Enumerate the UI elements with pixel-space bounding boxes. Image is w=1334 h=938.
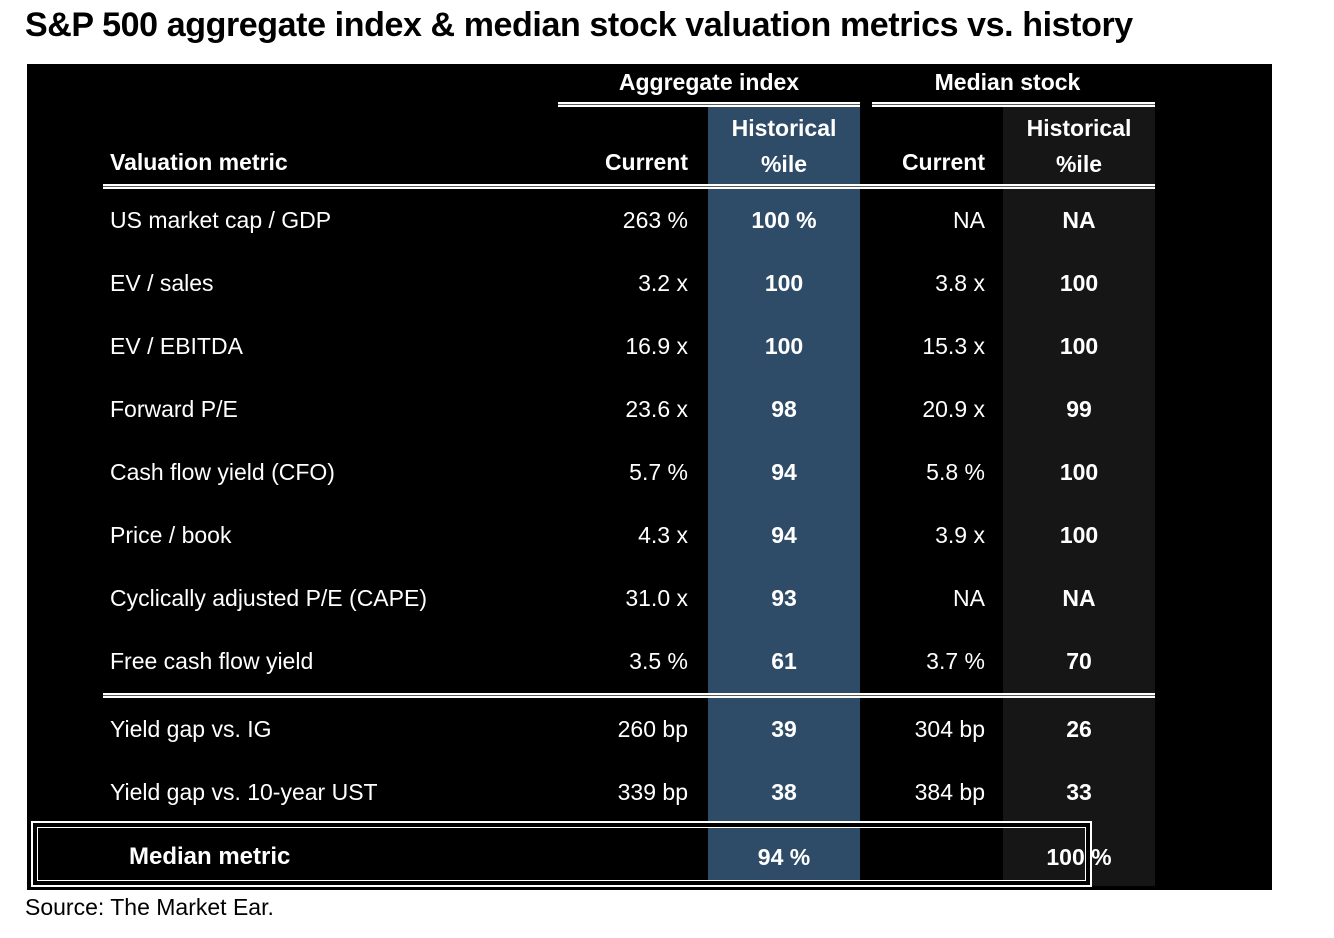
pctile-label: %ile [1055, 151, 1103, 177]
column-header-row: Valuation metric Current Historical %ile… [103, 107, 1155, 184]
table-row: Forward P/E 23.6 x 98 20.9 x 99 [103, 378, 1155, 441]
aggregate-current-cell: 23.6 x [625, 396, 688, 422]
metric-cell: Cyclically adjusted P/E (CAPE) [110, 585, 427, 611]
valuation-table: Aggregate index Median stock Valuation m… [27, 64, 1272, 890]
median-pctile-cell: 100 [1059, 522, 1099, 548]
aggregate-pctile-cell: 98 [771, 396, 797, 422]
group-header-aggregate-index: Aggregate index [558, 64, 860, 107]
table-row: Yield gap vs. 10-year UST 339 bp 38 384 bp 3… [103, 761, 1155, 824]
aggregate-current-cell: 16.9 x [625, 333, 688, 359]
median-pctile-cell: 100 [1059, 459, 1099, 485]
summary-row-median-metric: Median metric 94 % 100 % [103, 824, 1155, 890]
summary-median-pctile-cell: 100 % [1046, 843, 1112, 870]
table-content: Aggregate index Median stock Valuation m… [103, 64, 1155, 890]
median-current-cell: 20.9 x [922, 396, 985, 422]
group-header-row: Aggregate index Median stock [103, 64, 1155, 107]
aggregate-current-cell: 3.2 x [638, 270, 688, 296]
median-current-cell: NA [953, 207, 985, 233]
median-current-cell: 304 bp [914, 716, 985, 742]
metric-cell: EV / sales [110, 270, 214, 296]
source-note: Source: The Market Ear. [25, 894, 274, 920]
aggregate-current-cell: 4.3 x [638, 522, 688, 548]
historical-label: Historical [731, 115, 837, 141]
median-pctile-cell: 100 [1059, 270, 1099, 296]
summary-aggregate-pctile-cell: 94 % [757, 843, 811, 870]
aggregate-pctile-cell: 38 [771, 779, 797, 805]
metric-cell: Yield gap vs. IG [110, 716, 272, 742]
column-header-aggregate-historical-pctile: Historical %ile [708, 110, 860, 184]
table-row: Yield gap vs. IG 260 bp 39 304 bp 26 [103, 698, 1155, 761]
group-header-median-stock-label: Median stock [934, 69, 1081, 95]
aggregate-pctile-cell: 61 [771, 648, 797, 674]
group-header-spacer [103, 64, 558, 107]
median-group-underline [872, 102, 1155, 107]
table-row: Cash flow yield (CFO) 5.7 % 94 5.8 % 100 [103, 441, 1155, 504]
aggregate-current-cell: 31.0 x [625, 585, 688, 611]
aggregate-group-underline [558, 102, 860, 107]
median-current-cell: 5.8 % [926, 459, 985, 485]
aggregate-current-cell: 260 bp [617, 716, 688, 742]
median-pctile-column-highlight [1003, 107, 1155, 886]
median-pctile-cell: 99 [1066, 396, 1092, 422]
metric-cell: Free cash flow yield [110, 648, 314, 674]
table-row: Price / book 4.3 x 94 3.9 x 100 [103, 504, 1155, 567]
metric-cell: EV / EBITDA [110, 333, 243, 359]
column-header-median-historical-pctile: Historical %ile [1003, 110, 1155, 184]
section-separator-line [103, 693, 1155, 698]
group-header-aggregate-index-label: Aggregate index [618, 69, 800, 95]
median-current-cell: 15.3 x [922, 333, 985, 359]
median-current-cell: NA [953, 585, 985, 611]
median-current-cell: 3.8 x [935, 270, 985, 296]
column-header-aggregate-current: Current [604, 149, 688, 175]
aggregate-pctile-column-highlight [708, 107, 860, 886]
aggregate-current-cell: 263 % [622, 207, 688, 233]
aggregate-pctile-cell: 100 [764, 333, 804, 359]
median-pctile-cell: NA [1062, 207, 1096, 233]
table-row: Cyclically adjusted P/E (CAPE) 31.0 x 93 NA… [103, 567, 1155, 630]
table-row: Free cash flow yield 3.5 % 61 3.7 % 70 [103, 630, 1155, 693]
median-current-cell: 3.7 % [926, 648, 985, 674]
aggregate-current-cell: 339 bp [617, 779, 688, 805]
column-gap [985, 176, 1003, 184]
median-current-cell: 384 bp [914, 779, 985, 805]
median-pctile-cell: 70 [1066, 648, 1092, 674]
table-row: EV / EBITDA 16.9 x 100 15.3 x 100 [103, 315, 1155, 378]
aggregate-current-cell: 5.7 % [629, 459, 688, 485]
metric-cell: Yield gap vs. 10-year UST [110, 779, 378, 805]
median-current-cell: 3.9 x [935, 522, 985, 548]
page-title: S&P 500 aggregate index & median stock v… [25, 6, 1133, 44]
aggregate-pctile-cell: 93 [771, 585, 797, 611]
historical-label: Historical [1026, 115, 1132, 141]
metric-cell: US market cap / GDP [110, 207, 332, 233]
metric-cell: Price / book [110, 522, 232, 548]
aggregate-pctile-cell: 94 [771, 522, 797, 548]
table-body: US market cap / GDP 263 % 100 % NA NA EV / sa… [103, 189, 1155, 824]
aggregate-pctile-cell: 100 % [751, 207, 817, 233]
aggregate-pctile-cell: 94 [771, 459, 797, 485]
table-row: US market cap / GDP 263 % 100 % NA NA [103, 189, 1155, 252]
metric-cell: Cash flow yield (CFO) [110, 459, 335, 485]
pctile-label: %ile [760, 151, 808, 177]
metric-cell: Forward P/E [110, 396, 238, 422]
group-header-median-stock: Median stock [860, 64, 1155, 107]
column-gap [688, 176, 708, 184]
median-pctile-cell: 100 [1059, 333, 1099, 359]
summary-metric-cell: Median metric [129, 843, 291, 870]
median-pctile-cell: NA [1062, 585, 1096, 611]
column-header-median-current: Current [901, 149, 985, 175]
median-pctile-cell: 33 [1066, 779, 1092, 805]
column-header-valuation-metric: Valuation metric [110, 149, 288, 175]
header-underline [103, 184, 1155, 189]
median-pctile-cell: 26 [1066, 716, 1092, 742]
aggregate-pctile-cell: 100 [764, 270, 804, 296]
aggregate-current-cell: 3.5 % [629, 648, 688, 674]
aggregate-pctile-cell: 39 [771, 716, 797, 742]
table-row: EV / sales 3.2 x 100 3.8 x 100 [103, 252, 1155, 315]
